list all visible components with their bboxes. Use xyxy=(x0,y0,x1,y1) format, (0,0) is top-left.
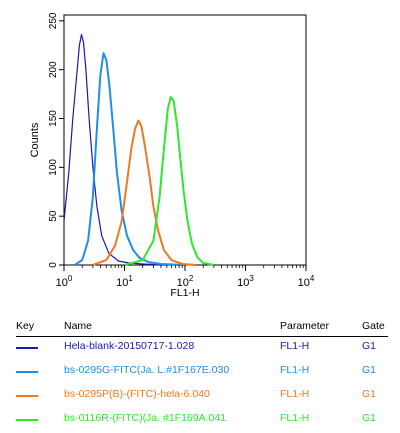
key-swatch xyxy=(16,347,38,349)
key-name: bs-0116R-(FITC)(Ja. #1F169A.041 xyxy=(64,412,227,424)
key-header-gate: Gate xyxy=(362,320,385,332)
key-gate: G1 xyxy=(362,364,377,376)
x-axis: 100 101 102 103 104 xyxy=(56,265,315,289)
y-axis: 0 50 100 150 200 250 xyxy=(48,12,64,268)
x-tick-label: 103 xyxy=(237,274,254,289)
key-row: Hela-blank-20150717-1.028 FL1-H G1 xyxy=(0,337,400,361)
key-parameter: FL1-H xyxy=(280,364,310,376)
x-axis-label: FL1-H xyxy=(170,287,199,299)
key-gate: G1 xyxy=(362,388,377,400)
series-line-3 xyxy=(92,119,196,266)
x-tick-label: 101 xyxy=(116,274,133,289)
key-parameter: FL1-H xyxy=(280,388,310,400)
y-tick-label: 50 xyxy=(48,210,59,222)
key-parameter: FL1-H xyxy=(280,340,310,352)
y-tick-label: 250 xyxy=(48,12,59,29)
key-name: Hela-blank-20150717-1.028 xyxy=(64,340,195,352)
curves-group xyxy=(63,33,215,266)
key-gate: G1 xyxy=(362,340,377,352)
key-row: bs-0295P(B)-(FITC)-hela-6.040 FL1-H G1 xyxy=(0,385,400,409)
x-tick-label: 102 xyxy=(177,274,194,289)
key-header-key: Key xyxy=(16,320,35,332)
key-name: bs-0295P(B)-(FITC)-hela-6.040 xyxy=(64,388,210,400)
key-header-parameter: Parameter xyxy=(280,320,330,332)
y-tick-label: 0 xyxy=(48,262,59,268)
x-tick-label: 104 xyxy=(298,274,315,289)
series-line-2 xyxy=(74,52,186,266)
y-tick-label: 100 xyxy=(48,159,59,176)
series-line-1 xyxy=(63,33,185,266)
key-row: bs-0116R-(FITC)(Ja. #1F169A.041 FL1-H G1 xyxy=(0,409,400,433)
x-tick-label: 100 xyxy=(56,274,73,289)
key-gate: G1 xyxy=(362,412,377,424)
key-header-name: Name xyxy=(64,320,93,332)
series-line-4 xyxy=(124,96,215,266)
y-tick-label: 150 xyxy=(48,110,59,127)
key-parameter: FL1-H xyxy=(280,412,310,424)
key-name: bs-0295G-FITC(Ja. L.#1F167E.030 xyxy=(64,364,230,376)
key-swatch xyxy=(16,395,38,397)
y-tick-label: 200 xyxy=(48,61,59,78)
key-row: bs-0295G-FITC(Ja. L.#1F167E.030 FL1-H G1 xyxy=(0,361,400,385)
key-swatch xyxy=(16,371,38,373)
key-header-rule xyxy=(16,336,388,337)
key-swatch xyxy=(16,419,38,421)
y-axis-label: Counts xyxy=(29,122,41,157)
histogram-chart: 0 50 100 150 200 250 100 101 102 103 104 Counts F… xyxy=(29,12,315,299)
